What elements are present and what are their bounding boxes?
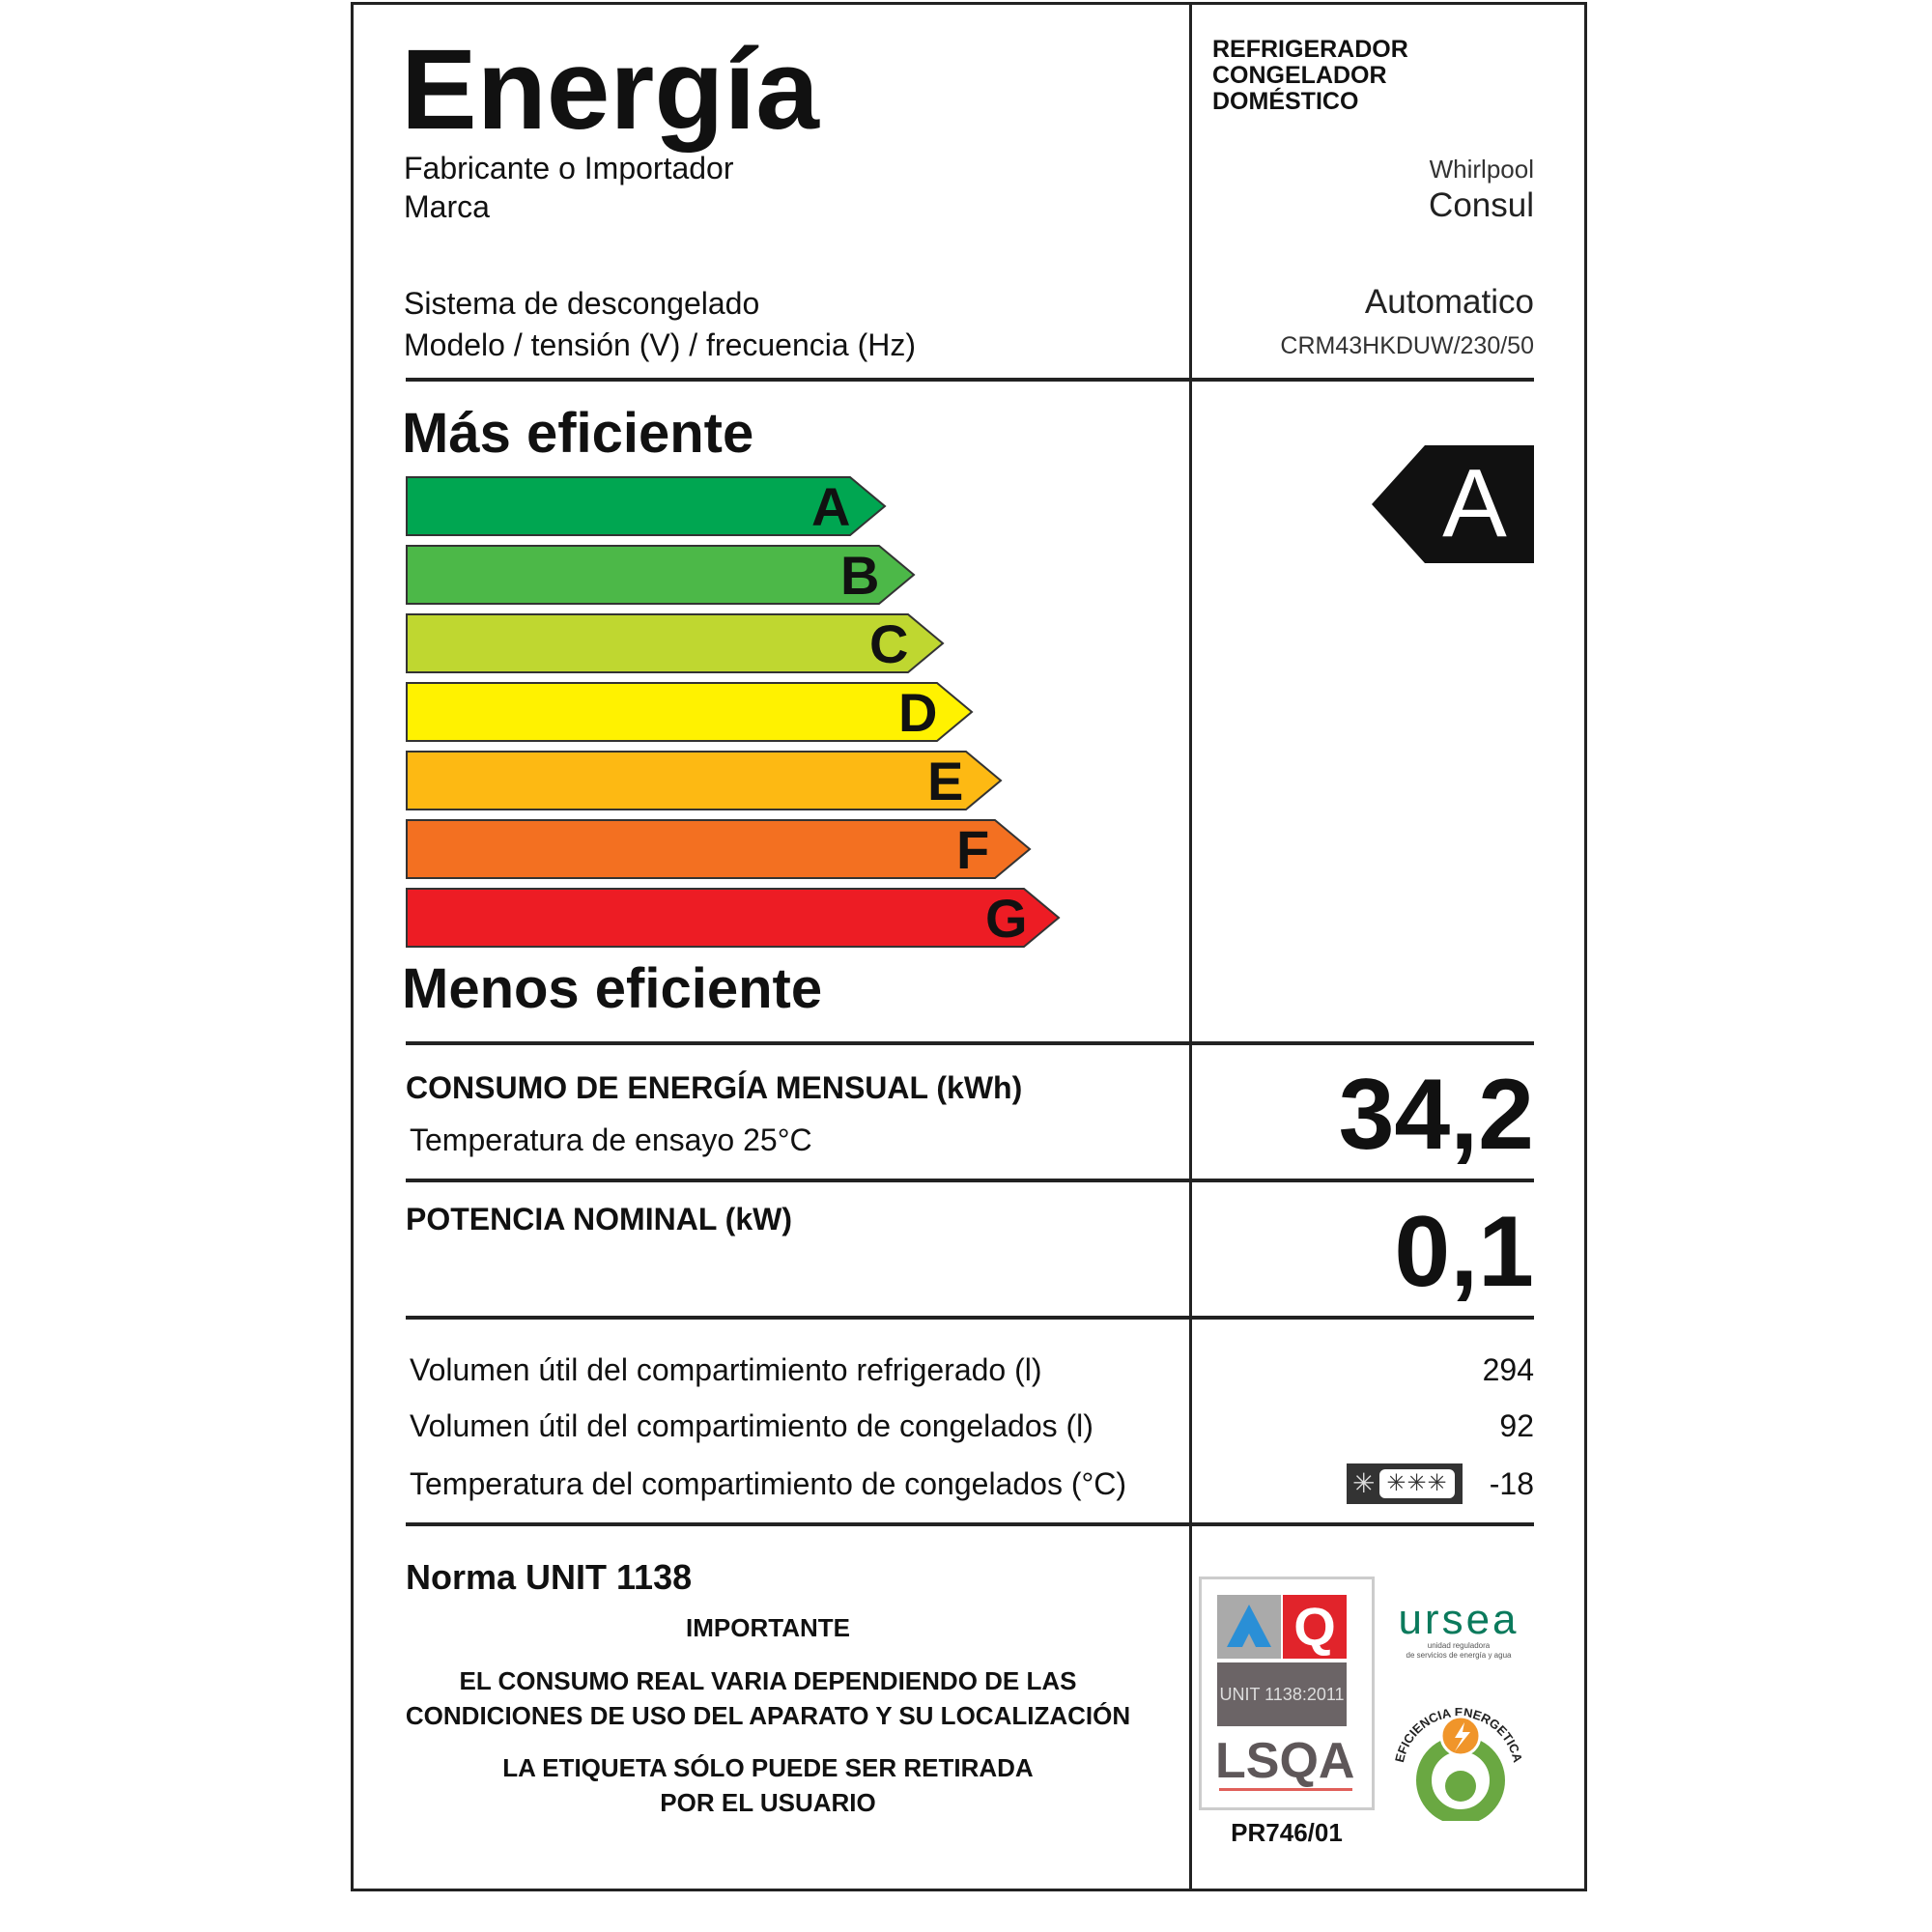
- triangle-icon: [1217, 1595, 1281, 1659]
- notice-line: POR EL USUARIO: [660, 1788, 876, 1817]
- energy-efficiency-seal: EFICIENCIA ENERGETICA: [1381, 1686, 1536, 1825]
- notice-line: LA ETIQUETA SÓLO PUEDE SER RETIRADA: [502, 1753, 1034, 1782]
- manufacturer-label: Fabricante o Importador: [404, 151, 734, 185]
- important-heading: IMPORTANTE: [686, 1613, 850, 1642]
- product-type-line: REFRIGERADOR: [1212, 36, 1408, 63]
- fridge-volume-value: 294: [1482, 1352, 1534, 1387]
- defrost-value: Automatico: [1364, 283, 1534, 321]
- consumption-label: CONSUMO DE ENERGÍA MENSUAL (kWh): [406, 1070, 1023, 1105]
- column-divider: [1189, 2, 1192, 1891]
- efficiency-bar-shape: [406, 751, 1003, 810]
- divider: [406, 1179, 1534, 1182]
- freezer-temp-value: -18: [1489, 1466, 1534, 1501]
- defrost-label: Sistema de descongelado: [404, 286, 760, 321]
- ursea-name: ursea: [1398, 1596, 1520, 1643]
- efficiency-bar-d: D: [406, 682, 974, 743]
- product-type-line: DOMÉSTICO: [1212, 88, 1359, 115]
- model-label: Modelo / tensión (V) / frecuencia (Hz): [404, 327, 916, 362]
- label-title: Energía: [401, 26, 819, 154]
- less-efficient-label: Menos eficiente: [402, 957, 823, 1020]
- efficiency-bar-shape: [406, 819, 1032, 879]
- efficiency-bar-e: E: [406, 751, 1003, 811]
- ursea-subtitle: unidad reguladora: [1427, 1641, 1491, 1650]
- model-value: CRM43HKDUW/230/50: [1280, 332, 1534, 359]
- freezer-four-star-icon: ✳ ✳✳✳: [1347, 1463, 1463, 1504]
- notice-line: EL CONSUMO REAL VARIA DEPENDIENDO DE LAS: [459, 1666, 1077, 1695]
- q-icon: Q: [1283, 1595, 1347, 1659]
- standard-label: Norma UNIT 1138: [406, 1557, 693, 1597]
- power-label: POTENCIA NOMINAL (kW): [406, 1202, 792, 1236]
- lsqa-certification-logo: Q UNIT 1138:2011 LSQA: [1199, 1577, 1375, 1810]
- efficiency-bar-letter: D: [898, 682, 938, 743]
- lsqa-standard: UNIT 1138:2011: [1217, 1662, 1347, 1726]
- efficiency-seal-graphic: EFICIENCIA ENERGETICA: [1392, 1705, 1525, 1825]
- efficiency-bar-letter: E: [927, 751, 964, 811]
- label-frame: [351, 2, 1587, 1891]
- product-type-line: CONGELADOR: [1212, 62, 1387, 89]
- rating-arrow-shape: [1372, 445, 1534, 563]
- divider: [406, 1316, 1534, 1320]
- power-value: 0,1: [1394, 1196, 1534, 1308]
- divider: [406, 378, 1534, 382]
- lsqa-name: LSQA: [1215, 1733, 1355, 1789]
- notice-line: CONDICIONES DE USO DEL APARATO Y SU LOCA…: [405, 1701, 1131, 1730]
- rating-marker: A: [1372, 445, 1534, 563]
- product-type: REFRIGERADOR CONGELADOR DOMÉSTICO: [1212, 37, 1408, 115]
- freezer-temp-label: Temperatura del compartimiento de congel…: [410, 1466, 1127, 1501]
- brand-value: Consul: [1429, 186, 1534, 224]
- efficiency-bar-shape: [406, 545, 916, 605]
- lsqa-underline: [1219, 1788, 1352, 1791]
- removal-notice: LA ETIQUETA SÓLO PUEDE SER RETIRADA POR …: [386, 1750, 1150, 1820]
- divider: [406, 1041, 1534, 1045]
- consumption-notice: EL CONSUMO REAL VARIA DEPENDIENDO DE LAS…: [386, 1663, 1150, 1733]
- rating-letter: A: [1442, 449, 1507, 557]
- efficiency-bar-letter: G: [985, 888, 1028, 949]
- efficiency-bar-c: C: [406, 613, 945, 674]
- test-temperature-label: Temperatura de ensayo 25°C: [410, 1122, 812, 1157]
- ursea-subtitle: de servicios de energía y agua: [1406, 1651, 1512, 1660]
- fridge-volume-label: Volumen útil del compartimiento refriger…: [410, 1352, 1042, 1387]
- more-efficient-label: Más eficiente: [402, 402, 754, 465]
- freezer-volume-label: Volumen útil del compartimiento de conge…: [410, 1408, 1094, 1443]
- efficiency-bar-shape: [406, 682, 974, 742]
- ursea-logo: ursea unidad reguladora de servicios de …: [1381, 1599, 1536, 1661]
- manufacturer-value: Whirlpool: [1429, 155, 1534, 184]
- efficiency-bar-shape: [406, 476, 887, 536]
- efficiency-bar-a: A: [406, 476, 887, 537]
- efficiency-bar-f: F: [406, 819, 1032, 880]
- efficiency-bar-shape: [406, 613, 945, 673]
- efficiency-bar-letter: B: [840, 545, 880, 606]
- freezer-volume-value: 92: [1499, 1408, 1534, 1443]
- consumption-value: 34,2: [1338, 1059, 1534, 1171]
- efficiency-bar-letter: A: [811, 476, 851, 537]
- cert-code: PR746/01: [1231, 1818, 1343, 1847]
- brand-label: Marca: [404, 189, 490, 224]
- efficiency-bar-letter: C: [869, 613, 909, 674]
- efficiency-bar-letter: F: [956, 819, 990, 880]
- efficiency-bar-g: G: [406, 888, 1061, 949]
- efficiency-bar-shape: [406, 888, 1061, 948]
- efficiency-bar-b: B: [406, 545, 916, 606]
- divider: [406, 1522, 1534, 1526]
